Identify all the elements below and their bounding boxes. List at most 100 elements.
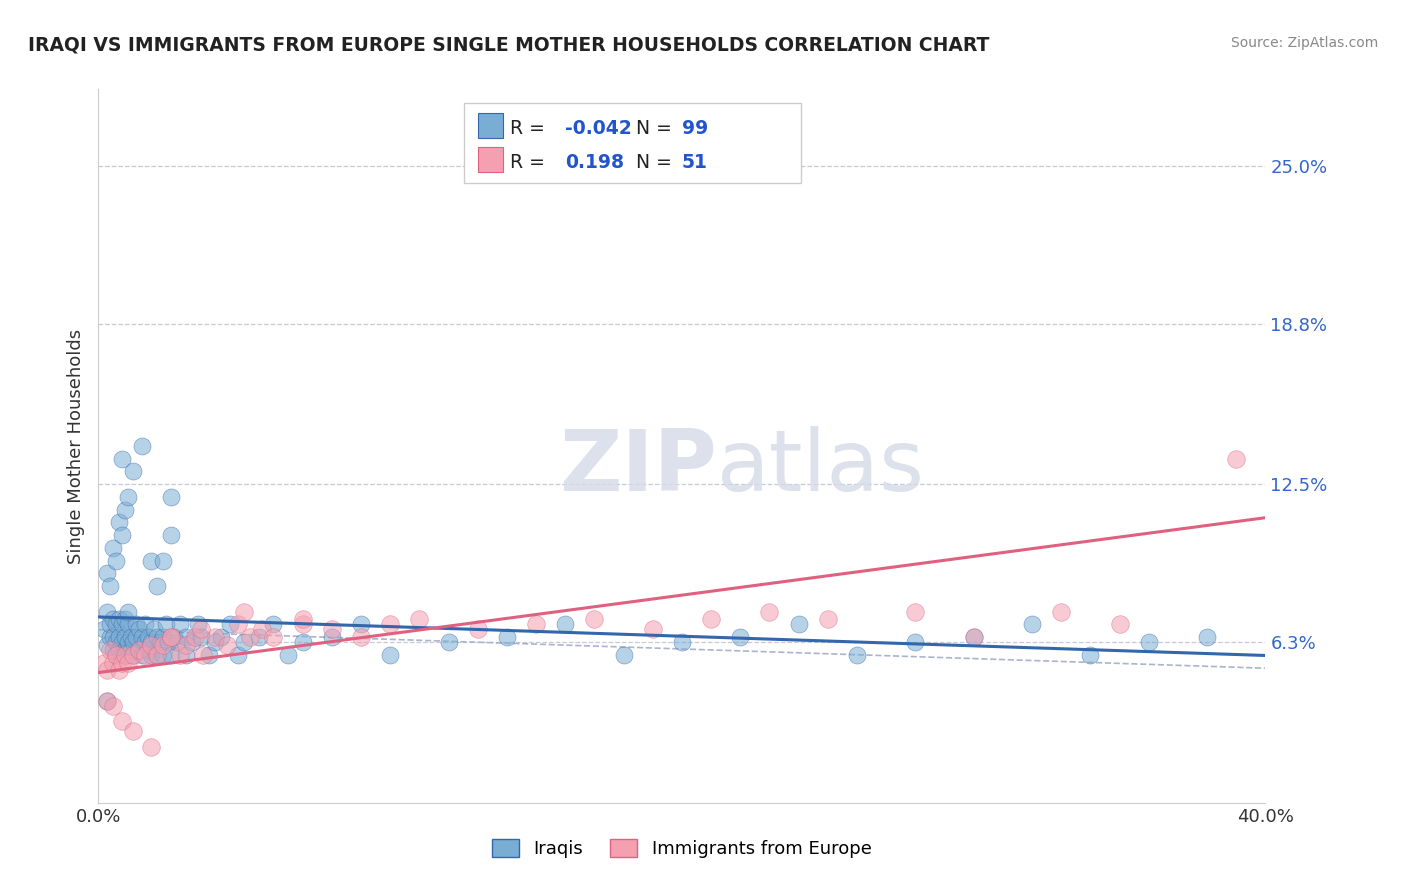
- Point: [128, 643, 150, 657]
- Point: [149, 635, 172, 649]
- Point: [104, 617, 127, 632]
- Point: [157, 635, 180, 649]
- Point: [160, 490, 183, 504]
- Text: R =: R =: [510, 153, 551, 171]
- Point: [1050, 605, 1073, 619]
- Point: [131, 630, 153, 644]
- Point: [174, 638, 197, 652]
- Point: [108, 643, 131, 657]
- Point: [117, 617, 139, 632]
- Point: [247, 630, 270, 644]
- Point: [146, 630, 169, 644]
- Point: [104, 648, 127, 662]
- Point: [190, 630, 212, 644]
- Point: [262, 630, 284, 644]
- Point: [467, 623, 489, 637]
- Point: [125, 630, 148, 644]
- Point: [117, 635, 139, 649]
- Point: [101, 630, 124, 644]
- Point: [437, 635, 460, 649]
- Point: [262, 617, 284, 632]
- Point: [104, 554, 127, 568]
- Point: [114, 612, 136, 626]
- Point: [962, 630, 984, 644]
- Point: [817, 612, 839, 626]
- Point: [321, 623, 343, 637]
- Point: [190, 623, 212, 637]
- Point: [93, 623, 115, 637]
- Point: [1080, 648, 1102, 662]
- Point: [104, 635, 127, 649]
- Point: [101, 643, 124, 657]
- Point: [96, 694, 118, 708]
- Point: [215, 638, 238, 652]
- Point: [136, 630, 159, 644]
- Text: -0.042: -0.042: [565, 119, 631, 137]
- Point: [166, 635, 188, 649]
- Point: [904, 605, 927, 619]
- Point: [218, 617, 240, 632]
- Point: [180, 635, 202, 649]
- Point: [730, 630, 752, 644]
- Point: [160, 630, 183, 644]
- Point: [111, 714, 134, 729]
- Point: [174, 648, 197, 662]
- Point: [101, 698, 124, 713]
- Point: [131, 439, 153, 453]
- Point: [671, 635, 693, 649]
- Point: [111, 648, 134, 662]
- Point: [612, 648, 634, 662]
- Point: [96, 605, 118, 619]
- Point: [117, 490, 139, 504]
- Legend: Iraqis, Immigrants from Europe: Iraqis, Immigrants from Europe: [485, 831, 879, 865]
- Point: [111, 528, 134, 542]
- Point: [104, 648, 127, 662]
- Point: [101, 656, 124, 670]
- Point: [98, 643, 121, 657]
- Point: [101, 612, 124, 626]
- Point: [139, 554, 162, 568]
- Point: [228, 648, 250, 662]
- Text: 51: 51: [682, 153, 707, 171]
- Point: [1108, 617, 1130, 632]
- Point: [233, 605, 256, 619]
- Point: [122, 648, 145, 662]
- Point: [108, 663, 131, 677]
- Point: [183, 630, 205, 644]
- Point: [583, 612, 606, 626]
- Y-axis label: Single Mother Households: Single Mother Households: [66, 328, 84, 564]
- Point: [111, 451, 134, 466]
- Text: ZIP: ZIP: [560, 425, 717, 509]
- Point: [108, 630, 131, 644]
- Point: [228, 617, 250, 632]
- Point: [114, 630, 136, 644]
- Point: [160, 648, 183, 662]
- Point: [169, 617, 191, 632]
- Point: [96, 566, 118, 581]
- Point: [169, 648, 191, 662]
- Point: [277, 648, 299, 662]
- Point: [1225, 451, 1247, 466]
- Point: [98, 630, 121, 644]
- Point: [122, 635, 145, 649]
- Point: [111, 656, 134, 670]
- Point: [134, 635, 156, 649]
- Point: [114, 648, 136, 662]
- Point: [160, 630, 183, 644]
- Text: N =: N =: [636, 119, 678, 137]
- Point: [321, 630, 343, 644]
- Point: [350, 630, 373, 644]
- Point: [204, 635, 226, 649]
- Point: [700, 612, 723, 626]
- Point: [146, 648, 169, 662]
- Point: [142, 623, 165, 637]
- Point: [120, 630, 142, 644]
- Text: N =: N =: [636, 153, 678, 171]
- Point: [239, 630, 262, 644]
- Point: [408, 612, 430, 626]
- Point: [146, 579, 169, 593]
- Point: [787, 617, 810, 632]
- Point: [134, 648, 156, 662]
- Point: [904, 635, 927, 649]
- Point: [93, 656, 115, 670]
